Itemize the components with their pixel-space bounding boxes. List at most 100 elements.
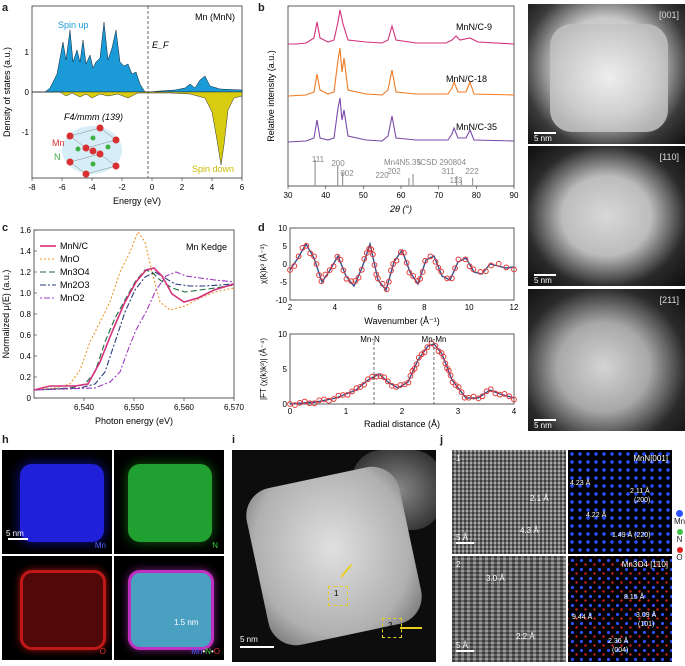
- chart-a-xtick-label: -4: [88, 183, 96, 192]
- chart-d-bottom-xtick-label: 1: [344, 407, 349, 416]
- chart-c-ytick-label: 1.6: [20, 226, 32, 235]
- chart-b-xticks: 30 40 50 60 70 80 90: [284, 186, 519, 200]
- data-point: [390, 261, 397, 267]
- panel-label-c: c: [2, 222, 9, 234]
- data-point: [455, 384, 462, 390]
- data-point: [421, 349, 428, 356]
- chart-a-ytick: 1: [25, 48, 30, 57]
- zone-axis-f: [110]: [659, 152, 679, 162]
- sim-1-d1: 2.11 Å: [630, 488, 650, 495]
- hkl-label: 220: [375, 171, 389, 180]
- data-point: [311, 400, 318, 407]
- xrd-series-35: [287, 97, 515, 143]
- chart-d-bottom-frame: [289, 333, 515, 405]
- legend-dot-mn: [676, 510, 683, 517]
- xanes-mnn-c: [33, 267, 235, 391]
- reference-icsd-label: ICSD 290804: [418, 158, 467, 167]
- merged-sep1: •: [202, 647, 206, 656]
- sim-2-zone: Mn3O4 [1̄10]: [621, 560, 668, 569]
- data-point: [368, 246, 375, 253]
- exafs-r-data-points: [287, 340, 517, 409]
- scale-label-e: 5 nm: [534, 134, 552, 143]
- data-point: [318, 278, 325, 285]
- legend-label-mn2o3: Mn2O3: [60, 280, 90, 290]
- chart-c-ytick-label: 1.2: [20, 268, 32, 277]
- hrstem-index-2: 2: [456, 560, 461, 569]
- data-point: [316, 272, 322, 278]
- merged-mn: Mn: [191, 647, 203, 656]
- sim-1-d3: 4.22 Å: [586, 512, 607, 519]
- hrstem-index-1: 1: [456, 454, 461, 463]
- panel-label-j: j: [440, 434, 444, 446]
- data-point: [303, 242, 310, 249]
- data-point: [375, 275, 381, 282]
- data-point: [466, 263, 473, 270]
- chart-d-top-xtick-label: 2: [288, 303, 293, 312]
- eds-o-particle: [20, 570, 106, 650]
- chart-b-xlabel: 2θ (°): [389, 204, 412, 214]
- region-label-1: 1: [334, 589, 339, 598]
- chart-c-xticks: 6,540 6,550 6,560 6,570: [74, 398, 245, 412]
- sim-1-d1b: (200): [634, 497, 651, 504]
- data-point: [326, 397, 332, 404]
- chart-c-ytick-label: 1.0: [20, 289, 32, 298]
- data-point: [432, 258, 439, 265]
- merged-sep2: •: [210, 647, 214, 656]
- data-point: [340, 267, 347, 274]
- chart-a-dos: E_F Mn (MnN) Spin up Spin down F4/mmm (1…: [2, 5, 245, 206]
- chart-a-yticks: 1 0 -1: [22, 48, 30, 137]
- chart-d-bottom-xlabel: Radial distance (Å): [364, 419, 440, 429]
- chart-b-xtick-label: 90: [510, 191, 519, 200]
- spin-down-area: [32, 91, 243, 166]
- data-point: [413, 361, 420, 368]
- data-point: [427, 253, 434, 260]
- eds-label-mn: Mn: [94, 541, 106, 550]
- legend-dot-n: [676, 529, 683, 535]
- scale-bar-i: [240, 646, 274, 648]
- legend-label-mn3o4: Mn3O4: [60, 267, 90, 277]
- panel-label-b: b: [258, 2, 265, 14]
- data-point: [479, 393, 486, 400]
- data-point: [511, 396, 517, 403]
- data-point: [397, 249, 404, 256]
- data-point: [381, 374, 388, 381]
- data-point: [461, 394, 468, 401]
- legend-label-n: N: [676, 535, 683, 544]
- data-point: [384, 378, 391, 385]
- reference-hkl-labels: 111 200 002 220 202 311 113 222: [312, 155, 479, 185]
- data-point: [432, 343, 439, 349]
- legend-spin-down: Spin down: [192, 164, 234, 174]
- data-point: [344, 391, 351, 398]
- mn-atoms: [66, 124, 120, 178]
- data-point: [440, 353, 447, 360]
- annotation-mn-mn: Mn-Mn: [422, 335, 447, 344]
- legend-mnn-c-9: MnN/C-9: [456, 22, 492, 32]
- region-label-2: 2: [388, 621, 393, 630]
- hkl-label: 202: [387, 167, 401, 176]
- data-point: [326, 267, 333, 274]
- data-point: [506, 393, 513, 400]
- chart-a-xtick-label: 2: [180, 183, 185, 192]
- panel-label-d: d: [258, 222, 265, 234]
- data-point: [458, 389, 465, 396]
- zone-axis-e: [001]: [658, 10, 679, 20]
- data-point: [424, 344, 431, 351]
- panel-label-h: h: [2, 434, 9, 446]
- xrd-series-18: [287, 47, 515, 97]
- chart-d-top-frame: [289, 227, 515, 301]
- data-point: [482, 268, 489, 275]
- chart-d-bottom-ylabel: |FT (χ(k)k³)| (Å⁻⁴): [259, 338, 268, 400]
- scale-bar-e: [534, 132, 556, 134]
- chart-c-ytick-label: 0.8: [20, 310, 32, 319]
- chart-d-bottom-xtick-label: 4: [512, 407, 517, 416]
- chart-a-xtick-label: 0: [150, 183, 155, 192]
- chart-a-xtick-label: -6: [58, 183, 66, 192]
- data-point: [477, 269, 484, 275]
- data-point: [403, 259, 410, 266]
- data-point: [419, 269, 426, 275]
- chart-d-top-ytick-label: 0: [283, 260, 288, 269]
- data-point: [371, 262, 378, 268]
- data-point: [353, 385, 360, 392]
- data-point: [411, 365, 418, 372]
